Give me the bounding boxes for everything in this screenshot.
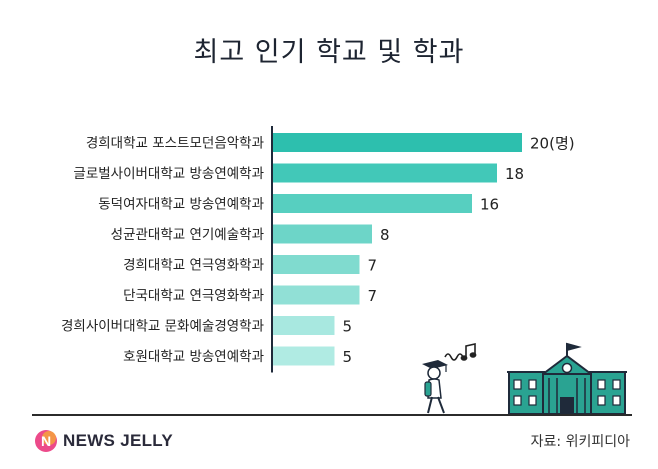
bar — [272, 285, 360, 305]
data-label: 8 — [380, 226, 390, 244]
brand-logo: N NEWS JELLY — [34, 429, 173, 453]
category-label: 경희사이버대학교 문화예술경영학과 — [61, 319, 264, 335]
music-note-icon — [444, 343, 477, 361]
category-label: 동덕여자대학교 방송연예학과 — [98, 197, 264, 213]
category-label: 글로벌사이버대학교 방송연예학과 — [73, 166, 264, 182]
bar — [272, 316, 335, 335]
svg-text:N: N — [41, 433, 51, 449]
data-label: 16 — [480, 196, 499, 214]
category-label: 호원대학교 방송연예학과 — [123, 349, 264, 365]
brand-name: NEWS JELLY — [63, 431, 174, 450]
school-building-icon — [507, 342, 627, 415]
bar — [272, 133, 522, 152]
data-label: 18 — [505, 165, 524, 183]
bar — [272, 255, 360, 274]
category-label: 성균관대학교 연기예술학과 — [111, 227, 264, 243]
category-label: 경희대학교 연극영화학과 — [123, 258, 264, 274]
bar — [272, 224, 372, 244]
category-label: 경희대학교 포스트모던음악학과 — [86, 136, 264, 152]
bar — [272, 163, 497, 183]
bar — [272, 346, 335, 366]
data-label: 7 — [368, 257, 378, 275]
data-label: 20(명) — [530, 135, 575, 153]
chart-title: 최고 인기 학교 및 학과 — [193, 37, 465, 68]
ground-line — [32, 414, 632, 416]
walking-student-icon — [422, 360, 448, 414]
news-jelly-n-logo-icon: N — [35, 430, 57, 452]
source-note: 자료: 위키피디아 — [530, 434, 630, 450]
data-label: 7 — [368, 287, 378, 305]
category-label: 단국대학교 연극영화학과 — [123, 288, 264, 304]
data-label: 5 — [343, 348, 353, 366]
data-label: 5 — [343, 318, 353, 336]
bar — [272, 194, 472, 213]
